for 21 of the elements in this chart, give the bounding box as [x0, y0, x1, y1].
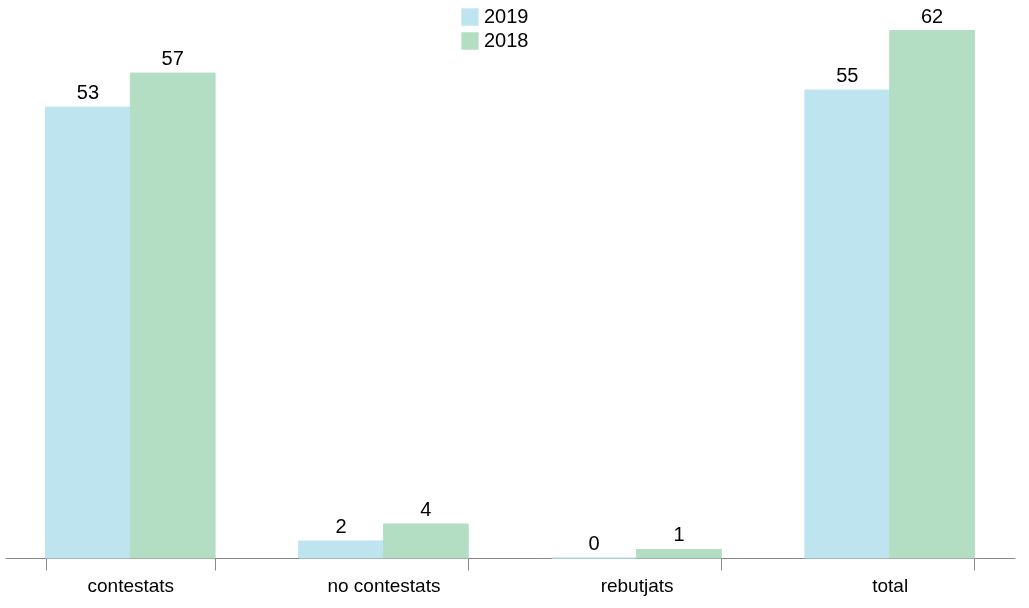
bar: [382, 523, 469, 559]
x-tick-label: contestats: [87, 574, 175, 596]
data-label: 53: [76, 81, 100, 104]
bar: [804, 89, 891, 559]
bar: [889, 30, 975, 559]
data-label: 2: [335, 514, 347, 537]
legend-label: 2018: [484, 29, 529, 51]
data-label: 4: [420, 497, 432, 520]
data-label: 62: [920, 4, 944, 27]
data-label: 0: [588, 532, 600, 554]
legend-label: 2019: [484, 5, 529, 27]
data-label: 55: [836, 64, 859, 87]
x-tick-label: rebutjats: [600, 574, 674, 596]
data-label: 1: [673, 523, 685, 546]
bar: [298, 540, 384, 559]
x-tick-label: total: [872, 574, 909, 596]
data-label: 57: [161, 47, 184, 70]
bar: [636, 548, 722, 559]
bar: [45, 106, 131, 559]
bar: [129, 72, 216, 559]
x-tick-label: no contestats: [327, 574, 441, 596]
